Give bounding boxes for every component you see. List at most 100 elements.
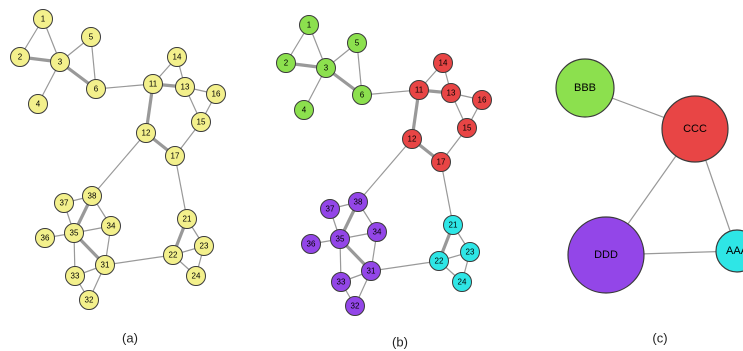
edge-17-21: [174, 155, 188, 220]
node-circle-5: [347, 33, 367, 53]
node-circle-37: [54, 193, 74, 213]
node-label-3: 3: [324, 64, 329, 73]
node-label-34: 34: [373, 228, 382, 237]
node-label-33: 33: [71, 272, 80, 281]
node-circle-22: [429, 251, 449, 271]
node-15: 15: [457, 118, 477, 138]
node-circle-14: [433, 53, 453, 73]
node-circle-24: [186, 266, 206, 286]
node-label-2: 2: [284, 59, 289, 68]
node-3: 3: [50, 52, 70, 72]
edge-12-38: [357, 138, 413, 203]
node-label-24: 24: [458, 278, 467, 287]
node-circle-34: [101, 216, 121, 236]
node-circle-1: [33, 9, 53, 29]
node-circle-12: [136, 123, 156, 143]
node-label-6: 6: [94, 85, 99, 94]
node-label-21: 21: [449, 221, 458, 230]
node-5: 5: [81, 27, 101, 47]
node-label-13: 13: [181, 83, 190, 92]
node-21: 21: [177, 209, 197, 229]
edge-17-21: [440, 161, 454, 226]
node-circle-4: [28, 94, 48, 114]
node-circle-23: [460, 242, 480, 262]
node-label-35: 35: [70, 229, 79, 238]
node-16: 16: [472, 90, 492, 110]
node-circle-36: [301, 234, 321, 254]
community-node-BBB: BBB: [555, 58, 615, 118]
community-label-AAA: AAA: [726, 245, 743, 257]
node-31: 31: [361, 261, 381, 281]
node-label-11: 11: [149, 80, 158, 89]
node-label-3: 3: [58, 58, 63, 67]
node-17: 17: [165, 146, 185, 166]
node-22: 22: [163, 245, 183, 265]
node-circle-35: [330, 229, 350, 249]
node-label-5: 5: [89, 33, 94, 42]
node-1: 1: [299, 15, 319, 35]
node-label-17: 17: [171, 152, 180, 161]
node-circle-6: [352, 85, 372, 105]
node-label-13: 13: [447, 89, 456, 98]
node-38: 38: [82, 186, 102, 206]
caption-a: (a): [122, 331, 138, 346]
node-circle-13: [441, 83, 461, 103]
community-label-BBB: BBB: [574, 82, 596, 94]
node-label-2: 2: [18, 53, 23, 62]
node-15: 15: [191, 112, 211, 132]
node-circle-4: [294, 100, 314, 120]
node-circle-36: [35, 228, 55, 248]
node-17: 17: [431, 152, 451, 172]
node-37: 37: [54, 193, 74, 213]
node-33: 33: [331, 272, 351, 292]
node-circle-32: [79, 290, 99, 310]
node-24: 24: [186, 266, 206, 286]
node-circle-2: [276, 53, 296, 73]
node-2: 2: [276, 53, 296, 73]
node-37: 37: [320, 199, 340, 219]
panel-c-community-graph: BBB CCC DDD AAA: [555, 58, 743, 294]
community-label-CCC: CCC: [683, 123, 707, 135]
node-label-21: 21: [183, 215, 192, 224]
node-label-37: 37: [60, 199, 69, 208]
node-circle-11: [409, 80, 429, 100]
node-36: 36: [35, 228, 55, 248]
node-12: 12: [136, 123, 156, 143]
node-circle-12: [402, 129, 422, 149]
node-circle-13: [175, 77, 195, 97]
node-label-24: 24: [192, 272, 201, 281]
node-circle-37: [320, 199, 340, 219]
node-label-17: 17: [437, 158, 446, 167]
node-12: 12: [402, 129, 422, 149]
node-34: 34: [101, 216, 121, 236]
node-label-12: 12: [408, 135, 417, 144]
node-label-35: 35: [336, 235, 345, 244]
node-circle-5: [81, 27, 101, 47]
node-6: 6: [86, 79, 106, 99]
community-node-AAA: AAA: [715, 229, 743, 273]
community-circle-DDD: [567, 216, 645, 294]
node-13: 13: [175, 77, 195, 97]
node-circle-17: [165, 146, 185, 166]
node-11: 11: [409, 80, 429, 100]
node-circle-35: [64, 223, 84, 243]
node-circle-15: [191, 112, 211, 132]
node-31: 31: [95, 255, 115, 275]
node-circle-23: [194, 236, 214, 256]
node-label-34: 34: [107, 222, 116, 231]
node-circle-21: [177, 209, 197, 229]
node-circle-17: [431, 152, 451, 172]
node-23: 23: [460, 242, 480, 262]
community-label-DDD: DDD: [594, 249, 618, 261]
node-label-36: 36: [307, 240, 316, 249]
node-36: 36: [301, 234, 321, 254]
node-24: 24: [452, 272, 472, 292]
node-5: 5: [347, 33, 367, 53]
node-2: 2: [10, 47, 30, 67]
node-label-23: 23: [200, 242, 209, 251]
node-label-16: 16: [212, 90, 221, 99]
node-circle-6: [86, 79, 106, 99]
node-22: 22: [429, 251, 449, 271]
node-label-22: 22: [435, 257, 444, 266]
node-1: 1: [33, 9, 53, 29]
